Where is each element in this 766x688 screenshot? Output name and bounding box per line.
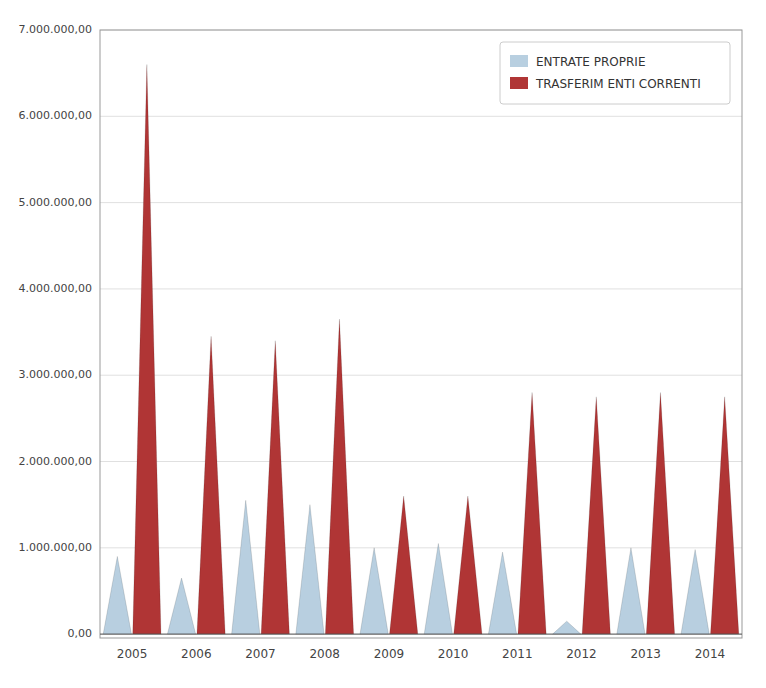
legend-swatch <box>510 77 528 89</box>
spike <box>390 496 418 634</box>
spike <box>518 392 546 634</box>
legend-label: ENTRATE PROPRIE <box>536 55 645 69</box>
spike <box>553 621 581 634</box>
y-tick-label: 1.000.000,00 <box>19 541 92 554</box>
spike <box>646 392 674 634</box>
spike <box>488 552 516 634</box>
spike <box>454 496 482 634</box>
x-tick-label: 2011 <box>502 647 533 661</box>
y-tick-label: 5.000.000,00 <box>19 196 92 209</box>
y-tick-label: 6.000.000,00 <box>19 109 92 122</box>
x-tick-label: 2013 <box>630 647 661 661</box>
spike <box>197 336 225 634</box>
grid-line <box>100 288 742 289</box>
grid-line <box>100 116 742 117</box>
x-tick-label: 2008 <box>309 647 340 661</box>
plot-frame <box>100 30 742 638</box>
spike <box>360 548 388 634</box>
grid-line <box>100 461 742 462</box>
y-tick-label: 2.000.000,00 <box>19 455 92 468</box>
x-tick-label: 2006 <box>181 647 212 661</box>
y-tick-label: 3.000.000,00 <box>19 368 92 381</box>
grid-line <box>100 634 742 635</box>
spike <box>232 500 260 634</box>
chart: 0,00 1.000.000,00 2.000.000,00 3.000.000,00… <box>0 0 766 688</box>
x-tick-label: 2007 <box>245 647 276 661</box>
legend-swatch <box>510 55 528 67</box>
baseline <box>100 634 742 635</box>
spike <box>711 397 739 634</box>
spike <box>617 548 645 634</box>
spike <box>424 543 452 634</box>
legend-box <box>500 42 730 104</box>
spike <box>325 319 353 634</box>
x-tick-label: 2009 <box>374 647 405 661</box>
y-axis: 0,00 1.000.000,00 2.000.000,00 3.000.000,00… <box>19 23 92 640</box>
y-tick-label: 0,00 <box>68 627 93 640</box>
grid-line <box>100 375 742 376</box>
spike <box>133 65 161 635</box>
grid-line <box>100 547 742 548</box>
x-tick-label: 2005 <box>117 647 148 661</box>
spike <box>261 341 289 634</box>
spike <box>103 556 131 634</box>
x-tick-label: 2012 <box>566 647 597 661</box>
x-axis: 2005 2006 2007 2008 2009 2010 2011 2012 2013 2014 <box>117 647 725 661</box>
grid <box>100 30 742 634</box>
spike <box>582 397 610 634</box>
spike <box>167 578 195 634</box>
x-tick-label: 2014 <box>695 647 726 661</box>
y-tick-label: 7.000.000,00 <box>19 23 92 36</box>
legend: ENTRATE PROPRIE TRASFERIM ENTI CORRENTI <box>500 42 730 104</box>
bars <box>103 65 739 635</box>
spike <box>296 505 324 634</box>
spike <box>681 550 709 635</box>
x-tick-label: 2010 <box>438 647 469 661</box>
legend-label: TRASFERIM ENTI CORRENTI <box>535 77 701 91</box>
y-tick-label: 4.000.000,00 <box>19 282 92 295</box>
grid-line <box>100 202 742 203</box>
